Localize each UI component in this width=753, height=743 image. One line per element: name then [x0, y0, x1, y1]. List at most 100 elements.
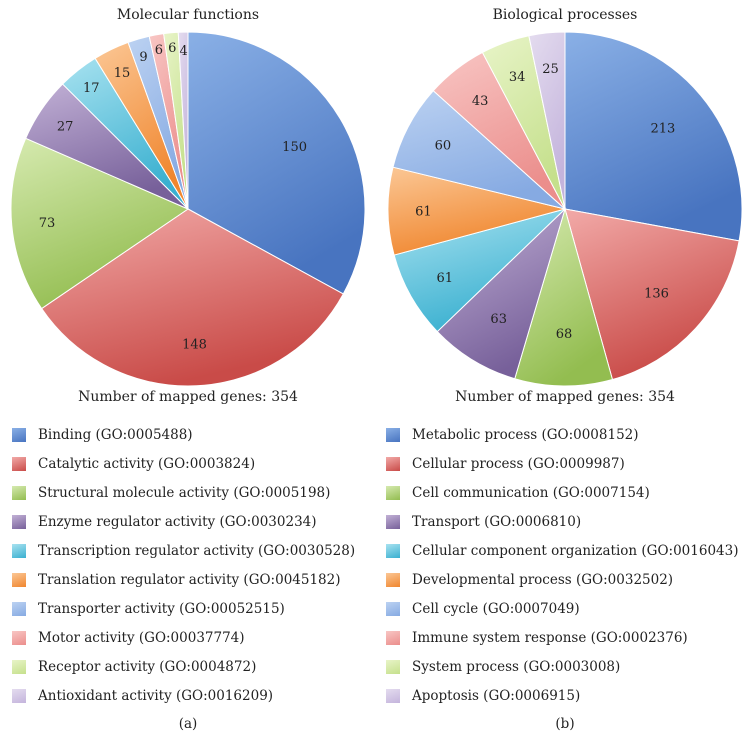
pie-slice [564, 208, 740, 381]
legend-label: Receptor activity (GO:0004872) [38, 658, 257, 675]
panel-label: (a) [178, 716, 198, 732]
legend-item: Developmental process (GO:0032502) [386, 565, 738, 594]
legend-swatch [386, 514, 400, 529]
legend-label: Transport (GO:0006810) [412, 513, 582, 530]
legend-item: Cellular component organization (GO:0016… [386, 536, 738, 565]
legend-label: Enzyme regulator activity (GO:0030234) [38, 513, 317, 530]
pie-slice [528, 31, 566, 210]
legend: Metabolic process (GO:0008152) Cellular p… [386, 420, 738, 710]
legend-label: Cell communication (GO:0007154) [412, 484, 650, 501]
legend-item: Cellular process (GO:0009987) [386, 449, 738, 478]
legend-swatch [386, 688, 400, 703]
slice-value-label: 63 [490, 312, 507, 327]
legend-label: Transporter activity (GO:00052515) [38, 600, 285, 617]
legend-label: Catalytic activity (GO:0003824) [38, 455, 256, 472]
slice-value-label: 68 [556, 327, 573, 342]
pie-slice [514, 207, 614, 387]
legend-item: Enzyme regulator activity (GO:0030234) [12, 507, 355, 536]
legend-swatch [386, 601, 400, 616]
legend-swatch [386, 456, 400, 471]
legend-label: Cellular component organization (GO:0016… [412, 542, 739, 559]
legend-swatch [386, 485, 400, 500]
pie-slice [387, 166, 566, 256]
mapped-genes-caption: Number of mapped genes: 354 [455, 389, 675, 405]
slice-value-label: 61 [415, 205, 432, 220]
legend-swatch [386, 543, 400, 558]
legend-label: Developmental process (GO:0032502) [412, 571, 674, 588]
legend-item: Binding (GO:0005488) [12, 420, 355, 449]
chart-title: Molecular functions [116, 7, 260, 23]
legend-swatch [12, 427, 26, 442]
slice-value-label: 213 [650, 121, 675, 136]
slice-value-label: 6 [155, 43, 163, 58]
legend-item: Cell cycle (GO:0007049) [386, 594, 738, 623]
legend-item: Transcription regulator activity (GO:003… [12, 536, 355, 565]
legend-label: Translation regulator activity (GO:00451… [38, 571, 341, 588]
legend-label: Metabolic process (GO:0008152) [412, 426, 639, 443]
slice-value-label: 136 [644, 287, 669, 302]
legend-item: System process (GO:0003008) [386, 652, 738, 681]
legend-label: Apoptosis (GO:0006915) [412, 687, 581, 704]
legend-swatch [386, 427, 400, 442]
legend-swatch [386, 572, 400, 587]
legend: Binding (GO:0005488) Catalytic activity (… [12, 420, 355, 710]
legend-item: Motor activity (GO:00037774) [12, 623, 355, 652]
slice-value-label: 9 [139, 50, 147, 65]
legend-item: Immune system response (GO:0002376) [386, 623, 738, 652]
legend-item: Catalytic activity (GO:0003824) [12, 449, 355, 478]
legend-item: Cell communication (GO:0007154) [386, 478, 738, 507]
legend-label: Motor activity (GO:00037774) [38, 629, 245, 646]
chart-title: Biological processes [492, 7, 638, 23]
panel-biological-processes: Biological processes 213 136 68 63 61 61 60 43 3… [377, 0, 753, 743]
legend-swatch [386, 659, 400, 674]
slice-value-label: 25 [542, 62, 559, 77]
slice-value-label: 148 [182, 337, 207, 352]
slice-value-label: 60 [435, 139, 452, 154]
legend-swatch [12, 485, 26, 500]
slice-value-label: 6 [168, 41, 176, 56]
slice-value-label: 150 [282, 140, 307, 155]
legend-swatch [12, 601, 26, 616]
slice-value-label: 17 [83, 81, 100, 96]
pie-slice [187, 31, 366, 295]
slice-value-label: 61 [437, 271, 454, 286]
slice-value-label: 34 [509, 70, 526, 85]
panel-molecular-functions: Molecular functions 150 148 73 27 17 15 9 6 6 4 N… [0, 0, 376, 743]
legend-swatch [12, 514, 26, 529]
mapped-genes-caption: Number of mapped genes: 354 [78, 389, 298, 405]
legend-label: System process (GO:0003008) [412, 658, 621, 675]
legend-item: Apoptosis (GO:0006915) [386, 681, 738, 710]
pie-slice [393, 208, 566, 333]
legend-item: Receptor activity (GO:0004872) [12, 652, 355, 681]
legend-label: Cell cycle (GO:0007049) [412, 600, 580, 617]
legend-item: Translation regulator activity (GO:00451… [12, 565, 355, 594]
legend-item: Metabolic process (GO:0008152) [386, 420, 738, 449]
legend-item: Transporter activity (GO:00052515) [12, 594, 355, 623]
legend-label: Immune system response (GO:0002376) [412, 629, 688, 646]
pie-slice [40, 208, 344, 387]
slice-value-label: 43 [472, 94, 489, 109]
pie-slice [436, 207, 567, 380]
legend-swatch [12, 572, 26, 587]
panel-label: (b) [555, 716, 575, 732]
slice-value-label: 27 [57, 119, 74, 134]
legend-swatch [12, 659, 26, 674]
slice-value-label: 73 [39, 216, 56, 231]
pie-slice [177, 31, 189, 210]
legend-label: Antioxidant activity (GO:0016209) [38, 687, 274, 704]
legend-item: Transport (GO:0006810) [386, 507, 738, 536]
pie-slice [564, 31, 743, 242]
legend-swatch [386, 630, 400, 645]
pie-chart: 213 136 68 63 61 61 60 43 34 25 [387, 31, 743, 387]
legend-swatch [12, 456, 26, 471]
legend-swatch [12, 543, 26, 558]
legend-label: Structural molecule activity (GO:0005198… [38, 484, 331, 501]
slice-value-label: 15 [114, 66, 131, 81]
legend-swatch [12, 688, 26, 703]
pie-slice [10, 137, 190, 310]
legend-swatch [12, 630, 26, 645]
legend-label: Transcription regulator activity (GO:003… [38, 542, 356, 559]
slice-value-label: 4 [179, 44, 187, 59]
legend-label: Cellular process (GO:0009987) [412, 455, 625, 472]
